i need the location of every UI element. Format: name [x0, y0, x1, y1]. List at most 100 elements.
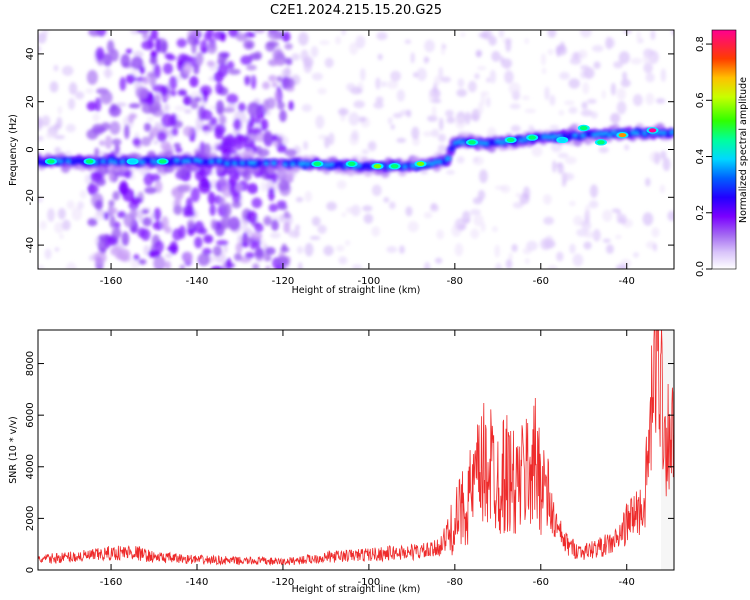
- heatmap-cell: [524, 108, 537, 114]
- heatmap-cell: [246, 64, 257, 71]
- heatmap-cell: [93, 251, 107, 264]
- heatmap-cell: [271, 219, 279, 231]
- heatmap-cell: [588, 200, 599, 209]
- heatmap-cell: [311, 216, 321, 227]
- heatmap-cell: [210, 265, 224, 269]
- heatmap-cell: [422, 131, 433, 137]
- heatmap-cell: [618, 51, 630, 65]
- heatmap-cell: [405, 206, 413, 217]
- heatmap-cell: [283, 210, 290, 217]
- heatmap-cell: [542, 194, 552, 205]
- heatmap-cell: [165, 253, 173, 259]
- heatmap-cell: [547, 48, 554, 55]
- heatmap-cell: [623, 30, 633, 34]
- heatmap-cell: [128, 103, 141, 109]
- heatmap-cell: [363, 213, 374, 224]
- heatmap-cell: [478, 32, 490, 39]
- heatmap-cell: [295, 224, 301, 231]
- heatmap-cell: [153, 94, 161, 107]
- heatmap-cell: [605, 244, 614, 254]
- heatmap-cell: [558, 110, 565, 116]
- heatmap-cell: [150, 126, 159, 137]
- heatmap-cell: [195, 51, 204, 67]
- heatmap-cell: [223, 202, 232, 217]
- heatmap-cell: [246, 210, 258, 224]
- heatmap-cell: [396, 137, 407, 143]
- heatmap-cell: [362, 205, 373, 212]
- heatmap-cell: [104, 135, 113, 150]
- heatmap-cell: [132, 137, 141, 147]
- heatmap-cell: [254, 160, 262, 167]
- heatmap-cell: [622, 71, 628, 81]
- spectrogram-y-ticks: -40 -20 0 20 40: [25, 48, 674, 253]
- heatmap-cell: [284, 43, 293, 50]
- heatmap-cell: [206, 42, 217, 54]
- heatmap-cell: [471, 108, 481, 122]
- heatmap-cell: [265, 265, 271, 269]
- heatmap-cell: [108, 199, 115, 207]
- heatmap-cell: [438, 133, 447, 143]
- heatmap-peak: [390, 164, 399, 169]
- heatmap-cell: [557, 162, 564, 175]
- heatmap-cell: [252, 146, 258, 153]
- heatmap-cell: [288, 229, 301, 238]
- snr-y-ticks: 0 2000 4000 6000 8000: [25, 351, 674, 573]
- heatmap-cell: [38, 136, 44, 142]
- heatmap-cell: [235, 183, 242, 193]
- heatmap-cell: [460, 32, 466, 37]
- heatmap-cell: [436, 229, 445, 240]
- heatmap-cell: [77, 201, 85, 210]
- heatmap-cell: [274, 90, 280, 102]
- heatmap-cell: [129, 225, 138, 233]
- snr-series: [38, 330, 674, 566]
- heatmap-cell: [150, 30, 159, 40]
- heatmap-cell: [616, 210, 622, 223]
- heatmap-cell: [304, 242, 314, 257]
- heatmap-cell: [633, 252, 639, 258]
- heatmap-cell: [324, 136, 330, 149]
- heatmap-cell: [430, 202, 437, 210]
- heatmap-cell: [630, 57, 643, 65]
- heatmap-cell: [38, 32, 47, 44]
- heatmap-cell: [491, 50, 501, 62]
- heatmap-cell: [476, 66, 487, 71]
- heatmap-cell: [193, 63, 200, 75]
- heatmap-cell: [44, 248, 52, 260]
- x-tick-label: -80: [447, 276, 463, 287]
- heatmap-cell: [203, 234, 214, 244]
- heatmap-cell: [111, 138, 122, 146]
- heatmap-cell: [126, 73, 136, 84]
- heatmap-cell: [38, 45, 42, 52]
- heatmap-cell: [45, 132, 56, 139]
- heatmap-cell: [141, 136, 152, 147]
- heatmap-cell: [375, 96, 384, 104]
- heatmap-cell: [222, 107, 236, 113]
- heatmap-cell: [214, 224, 225, 237]
- heatmap-cell: [573, 215, 584, 226]
- heatmap-cell: [150, 173, 161, 182]
- x-tick-label: -160: [100, 577, 123, 588]
- heatmap-cell: [613, 61, 624, 69]
- heatmap-cell: [68, 81, 78, 95]
- heatmap-cell: [39, 220, 47, 230]
- heatmap-cell: [226, 257, 232, 269]
- heatmap-cell: [94, 97, 102, 112]
- snr-frame: [37, 329, 675, 571]
- heatmap-cell: [182, 126, 194, 137]
- heatmap-cell: [92, 113, 100, 122]
- heatmap-cell: [508, 252, 513, 261]
- heatmap-cell: [636, 30, 641, 44]
- x-tick-label: -40: [619, 577, 635, 588]
- heatmap-cell: [486, 77, 491, 83]
- heatmap-cell: [272, 48, 284, 61]
- heatmap-cell: [234, 252, 242, 262]
- heatmap-cell: [148, 250, 161, 258]
- heatmap-cell: [610, 112, 621, 124]
- heatmap-cell: [283, 221, 291, 234]
- heatmap-cell: [317, 87, 327, 95]
- heatmap-cell: [173, 142, 181, 149]
- heatmap-cell: [653, 152, 661, 165]
- heatmap-cell: [396, 89, 406, 102]
- heatmap-cell: [276, 255, 290, 266]
- heatmap-cell: [176, 184, 190, 193]
